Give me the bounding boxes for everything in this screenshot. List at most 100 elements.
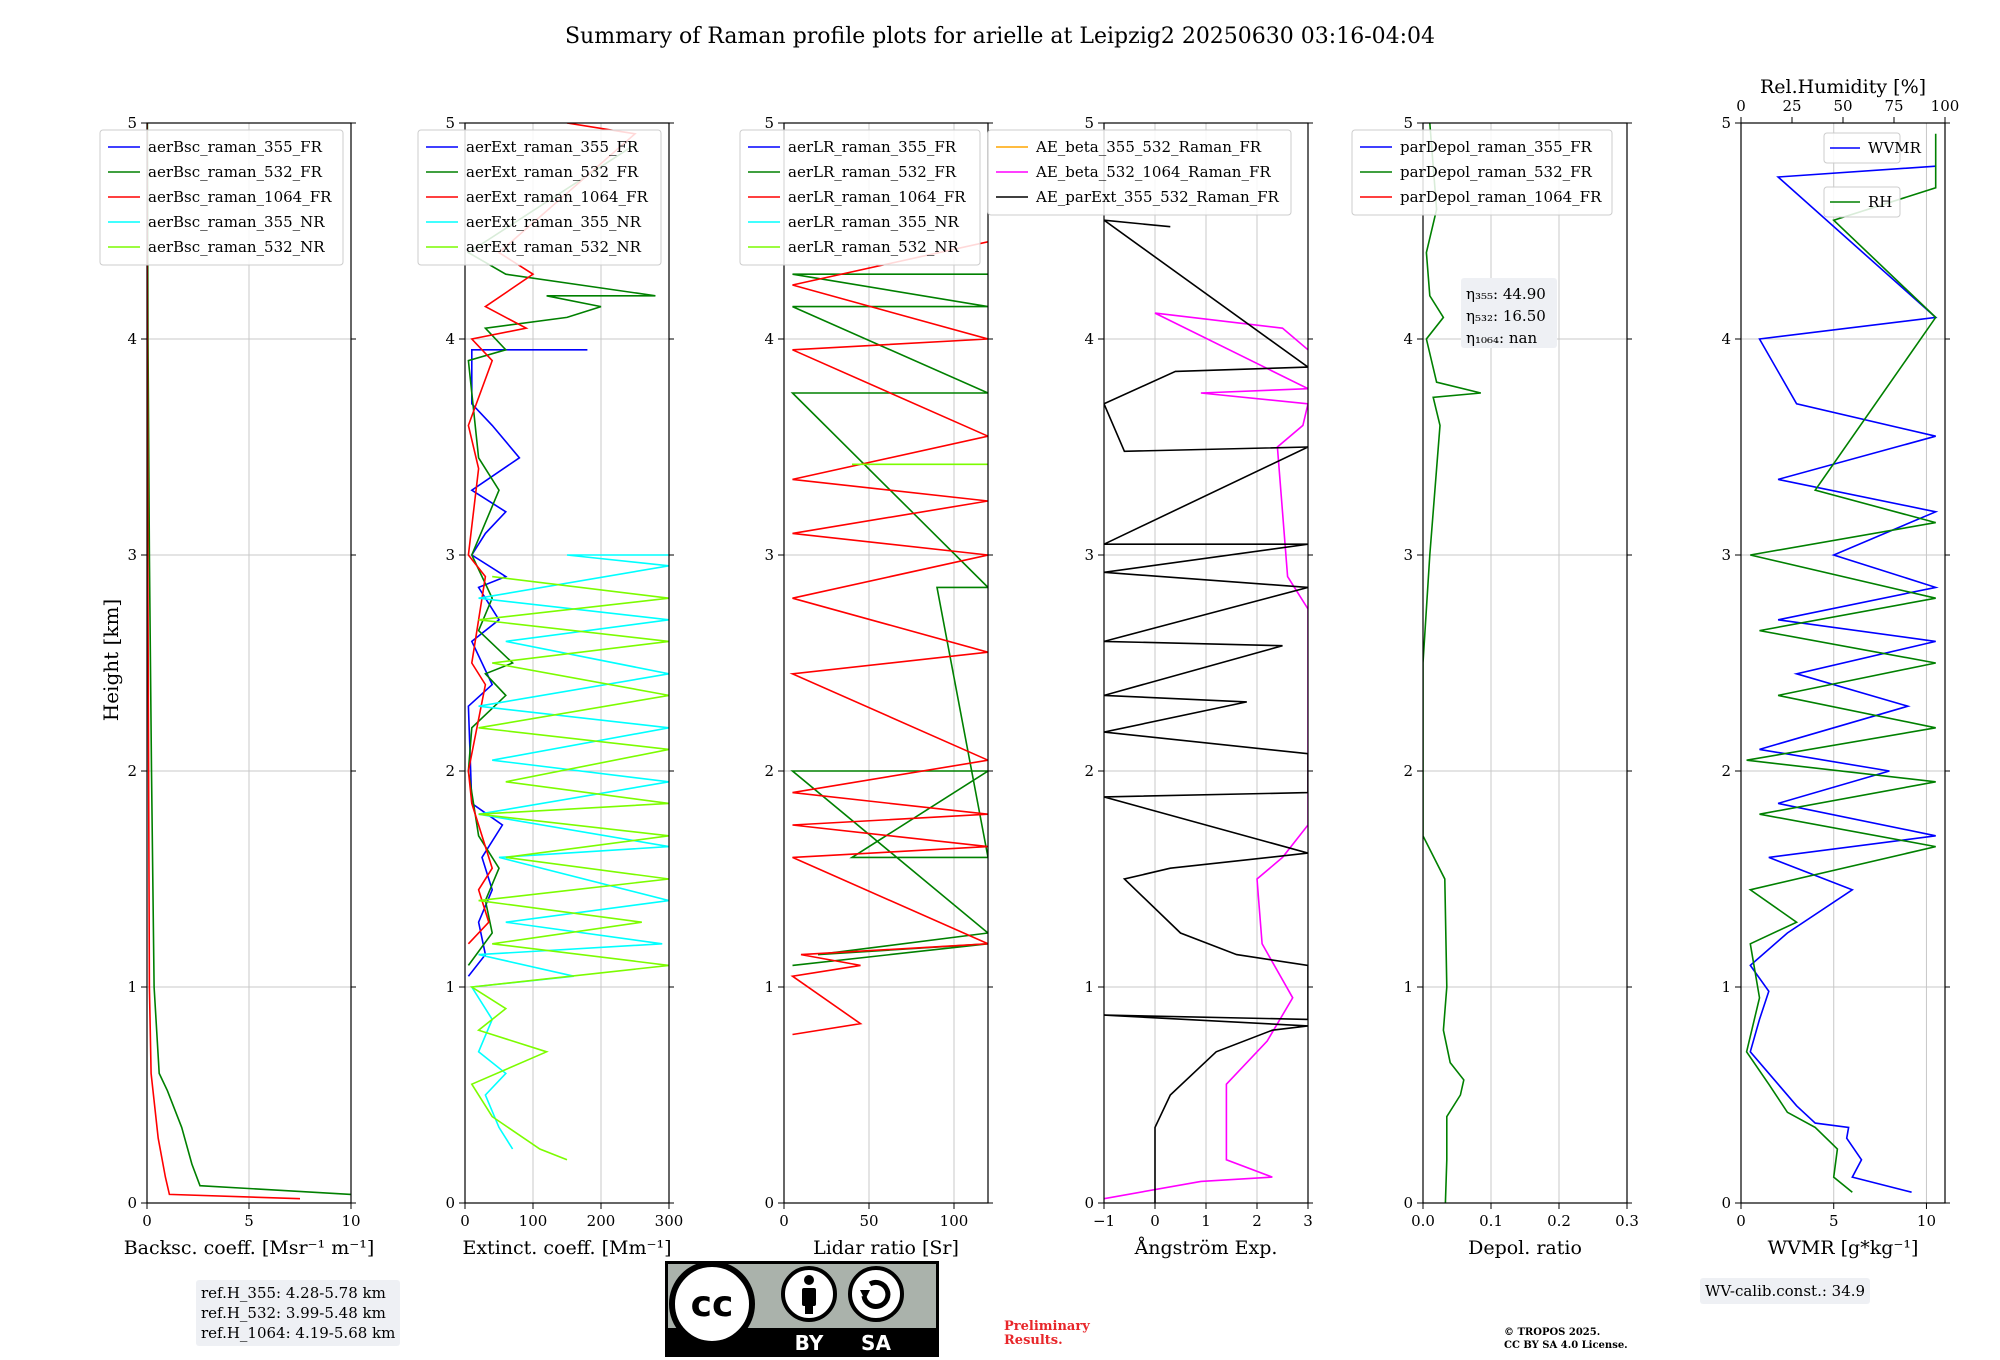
panel-extinction: 0 100 200 300 0 1 2 3 4 5 Extinct. coeff. [Mm⁻¹] ae… [417,114,684,1259]
legend-label: aerExt_raman_355_NR [466,213,642,231]
axes-frame [1422,122,1628,1204]
x-tick-label: 10 [341,1212,360,1230]
top-x-tick-label: 0 [1736,97,1746,115]
y-tick-label: 0 [445,1194,455,1212]
series-line-parDepol_raman_532_FR [1423,123,1481,1203]
legend-box [739,129,981,266]
series-group [1745,133,1939,1193]
x-tick-label: 0 [142,1212,152,1230]
y-tick-label: 2 [1084,762,1094,780]
ref-height-532: ref.H_532: 3.99-5.48 km [201,1304,386,1322]
series-group [466,123,669,1161]
y-tick-label: 5 [1721,114,1731,132]
x-tick-label: 1 [1201,1212,1211,1230]
y-tick-label: 1 [1403,978,1413,996]
figure-title: Summary of Raman profile plots for ariel… [565,24,1435,49]
annotation-line: η₃₅₅: 44.90 [1466,285,1546,303]
series-group [147,123,351,1200]
y-tick-label: 3 [1403,546,1413,564]
series-line-aerExt_raman_532_FR [466,143,656,966]
series-line-aerExt_raman_532_NR [469,575,669,1161]
share-alike-icon [848,1266,904,1322]
y-tick-label: 1 [1721,978,1731,996]
y-axis-label: Height [km] [99,599,123,721]
y-tick-label: 4 [764,330,774,348]
x-tick-label: 0.0 [1411,1212,1435,1230]
copyright-line-1: © TROPOS 2025. [1504,1327,1601,1338]
x-axis-label: Ångström Exp. [1134,1237,1278,1259]
y-tick-label: 3 [1084,546,1094,564]
top-x-tick-label: 75 [1884,97,1903,115]
x-tick-label: 100 [940,1212,969,1230]
y-tick-label: 0 [764,1194,774,1212]
copyright-line-2: CC BY SA 4.0 License. [1504,1340,1628,1351]
legend-label: aerExt_raman_532_FR [466,163,639,181]
x-tick-label: 200 [587,1212,616,1230]
panel-lidar-ratio: 0 50 100 0 1 2 3 4 5 Lidar ratio [Sr] aerLR_raman_… [739,114,993,1259]
y-tick-label: 4 [1403,330,1413,348]
cc-license-badge: cc BY SA [665,1261,939,1357]
annotation-line: η₅₃₂: 16.50 [1466,307,1546,325]
y-tick-label: 4 [127,330,137,348]
legend-label: aerExt_raman_532_NR [466,238,642,256]
legend-label: aerExt_raman_355_FR [466,138,639,156]
top-x-tick-label: 25 [1782,97,1801,115]
legend-label: aerBsc_raman_355_NR [148,213,325,231]
wv-calibration-box: WV-calib.const.: 34.9 [1700,1278,1871,1304]
x-axis-label: Backsc. coeff. [Msr⁻¹ m⁻¹] [124,1237,375,1259]
ref-height-355: ref.H_355: 4.28-5.78 km [201,1284,386,1302]
series-line-aerBsc_raman_1064_FR [147,123,301,1200]
y-tick-label: 4 [1721,330,1731,348]
legend-label: aerBsc_raman_532_NR [148,238,325,256]
legend-label: aerLR_raman_355_FR [788,138,957,156]
x-tick-label: 0.3 [1615,1212,1639,1230]
x-tick-label: 2 [1252,1212,1262,1230]
y-tick-label: 5 [764,114,774,132]
y-tick-label: 2 [1403,762,1413,780]
legend-label: aerLR_raman_1064_FR [788,188,966,206]
annotation-box [1461,278,1557,348]
legend-box [417,129,662,266]
legend-label: aerLR_raman_355_NR [788,213,959,231]
x-tick-label: 0.2 [1547,1212,1571,1230]
cc-logo-icon [669,1261,755,1347]
series-line-aerLR_raman_1064_FR [789,241,988,1036]
y-tick-label: 2 [1721,762,1731,780]
x-tick-label: 50 [859,1212,878,1230]
series-line-RH [1745,133,1937,1193]
x-tick-label: 3 [1303,1212,1313,1230]
y-tick-label: 2 [764,762,774,780]
y-tick-label: 3 [1721,546,1731,564]
series-group [789,241,988,1036]
legend-box [987,129,1292,216]
y-tick-label: 3 [764,546,774,564]
top-x-tick-label: 50 [1833,97,1852,115]
legend-label: parDepol_raman_355_FR [1400,138,1593,156]
y-tick-label: 4 [1084,330,1094,348]
panel-depolarization: 0.0 0.1 0.2 0.3 0 1 2 3 4 5 Depol. ratio parDepol_r… [1351,114,1639,1259]
legend-label: aerBsc_raman_355_FR [148,138,323,156]
series-line-AE_parExt_355_532_Raman_FR [1104,219,1308,1203]
copyright-note: © TROPOS 2025. CC BY SA 4.0 License. [1504,1326,1628,1352]
y-tick-label: 4 [445,330,455,348]
legend-label: aerBsc_raman_1064_FR [148,188,332,206]
legend-label: WVMR [1868,139,1922,157]
x-tick-label: 0 [1736,1212,1746,1230]
legend-label: AE_beta_355_532_Raman_FR [1035,138,1262,156]
panel-backscatter: 0 5 10 0 1 2 3 4 5 Backsc. coeff. [Msr⁻¹ m⁻¹] aerB… [99,114,375,1259]
axes-frame [464,122,670,1204]
cc-logo-text: cc [691,1284,734,1325]
x-tick-label: 10 [1917,1212,1936,1230]
series-line-aerExt_raman_355_FR [467,349,588,977]
legend-label: RH [1868,193,1892,211]
legend-box [1823,186,1901,218]
preliminary-results-note: Preliminary Results. [1004,1320,1090,1348]
x-tick-label: −1 [1093,1212,1115,1230]
x-tick-label: 300 [655,1212,684,1230]
y-tick-label: 3 [127,546,137,564]
top-x-tick-label: 100 [1931,97,1960,115]
by-label: BY [795,1331,824,1355]
x-tick-label: 5 [1829,1212,1839,1230]
